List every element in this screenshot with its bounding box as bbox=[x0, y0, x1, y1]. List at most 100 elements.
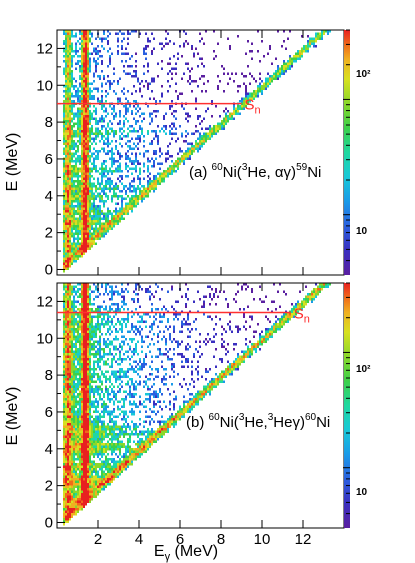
heatmap-cell bbox=[85, 373, 87, 376]
heatmap-cell bbox=[119, 428, 121, 431]
heatmap-cell bbox=[81, 360, 83, 363]
heatmap-cell bbox=[145, 45, 147, 48]
heatmap-cell bbox=[121, 460, 123, 463]
heatmap-cell bbox=[77, 232, 79, 235]
heatmap-cell bbox=[97, 192, 99, 195]
heatmap-cell bbox=[97, 388, 99, 391]
heatmap-cell bbox=[97, 207, 99, 210]
heatmap-cell bbox=[253, 90, 255, 93]
heatmap-cell bbox=[113, 187, 115, 190]
heatmap-cell bbox=[95, 450, 97, 453]
heatmap-cell bbox=[117, 82, 119, 85]
heatmap-cell bbox=[93, 433, 95, 436]
heatmap-cell bbox=[123, 458, 125, 461]
heatmap-cell bbox=[65, 227, 67, 230]
heatmap-cell bbox=[123, 415, 125, 418]
heatmap-cell bbox=[107, 363, 109, 366]
heatmap-cell bbox=[75, 52, 77, 55]
heatmap-cell bbox=[105, 333, 107, 336]
heatmap-cell bbox=[77, 395, 79, 398]
heatmap-cell bbox=[67, 390, 69, 393]
heatmap-cell bbox=[81, 495, 83, 498]
heatmap-cell bbox=[87, 475, 89, 478]
heatmap-cell bbox=[85, 478, 87, 481]
heatmap-cell bbox=[95, 107, 97, 110]
heatmap-cell bbox=[103, 30, 105, 33]
heatmap-cell bbox=[83, 495, 85, 498]
heatmap-cell bbox=[113, 115, 115, 118]
heatmap-cell bbox=[111, 410, 113, 413]
heatmap-cell bbox=[83, 110, 85, 113]
heatmap-cell bbox=[69, 165, 71, 168]
heatmap-cell bbox=[149, 190, 151, 193]
heatmap-cell bbox=[65, 360, 67, 363]
heatmap-cell bbox=[141, 127, 143, 130]
heatmap-cell bbox=[213, 30, 215, 33]
heatmap-cell bbox=[83, 385, 85, 388]
heatmap-cell bbox=[93, 395, 95, 398]
heatmap-cell bbox=[69, 505, 71, 508]
heatmap-cell bbox=[89, 325, 91, 328]
heatmap-cell bbox=[99, 483, 101, 486]
heatmap-cell bbox=[69, 135, 71, 138]
heatmap-cell bbox=[69, 348, 71, 351]
heatmap-cell bbox=[63, 283, 65, 286]
heatmap-cell bbox=[67, 237, 69, 240]
heatmap-cell bbox=[121, 45, 123, 48]
heatmap-cell bbox=[99, 335, 101, 338]
heatmap-cell bbox=[101, 453, 103, 456]
heatmap-cell bbox=[79, 338, 81, 341]
heatmap-cell bbox=[89, 423, 91, 426]
heatmap-cell bbox=[63, 408, 65, 411]
heatmap-cell bbox=[67, 232, 69, 235]
heatmap-cell bbox=[75, 112, 77, 115]
heatmap-cell bbox=[67, 125, 69, 128]
heatmap-cell bbox=[123, 52, 125, 55]
heatmap-cell bbox=[65, 195, 67, 198]
heatmap-cell bbox=[113, 315, 115, 318]
heatmap-cell bbox=[267, 72, 269, 75]
heatmap-cell bbox=[99, 475, 101, 478]
heatmap-cell bbox=[103, 465, 105, 468]
heatmap-cell bbox=[101, 443, 103, 446]
heatmap-cell bbox=[67, 308, 69, 311]
heatmap-cell bbox=[65, 313, 67, 316]
heatmap-cell bbox=[123, 210, 125, 213]
heatmap-cell bbox=[91, 375, 93, 378]
heatmap-cell bbox=[77, 192, 79, 195]
heatmap-cell bbox=[93, 75, 95, 78]
heatmap-cell bbox=[103, 142, 105, 145]
heatmap-cell bbox=[71, 420, 73, 423]
heatmap-cell bbox=[91, 485, 93, 488]
heatmap-cell bbox=[95, 483, 97, 486]
heatmap-cell bbox=[245, 85, 247, 88]
heatmap-cell bbox=[121, 425, 123, 428]
heatmap-cell bbox=[127, 157, 129, 160]
heatmap-cell bbox=[109, 415, 111, 418]
heatmap-cell bbox=[73, 132, 75, 135]
heatmap-cell bbox=[71, 80, 73, 83]
heatmap-cell bbox=[159, 167, 161, 170]
heatmap-cell bbox=[121, 90, 123, 93]
heatmap-cell bbox=[65, 373, 67, 376]
heatmap-cell bbox=[93, 445, 95, 448]
heatmap-cell bbox=[73, 160, 75, 163]
heatmap-cell bbox=[123, 468, 125, 471]
heatmap-cell bbox=[63, 360, 65, 363]
heatmap-cell bbox=[75, 157, 77, 160]
heatmap-cell bbox=[103, 403, 105, 406]
heatmap-cell bbox=[97, 135, 99, 138]
heatmap-cell bbox=[107, 30, 109, 33]
heatmap-cell bbox=[71, 160, 73, 163]
heatmap-cell bbox=[81, 465, 83, 468]
heatmap-cell bbox=[195, 130, 197, 133]
heatmap-cell bbox=[119, 207, 121, 210]
heatmap-cell bbox=[113, 475, 115, 478]
heatmap-cell bbox=[73, 368, 75, 371]
heatmap-cell bbox=[87, 122, 89, 125]
heatmap-cell bbox=[115, 212, 117, 215]
heatmap-cell bbox=[153, 97, 155, 100]
heatmap-cell bbox=[121, 445, 123, 448]
heatmap-cell bbox=[93, 197, 95, 200]
heatmap-cell bbox=[93, 355, 95, 358]
